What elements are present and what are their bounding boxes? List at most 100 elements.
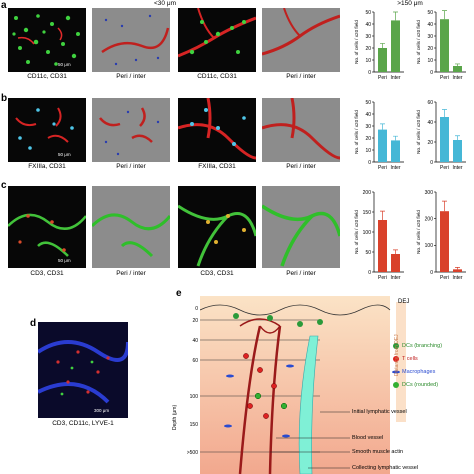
caption-c4: Peri / inter: [286, 270, 316, 277]
error-bar: [442, 109, 447, 117]
depth-tick: 40: [192, 338, 198, 344]
caption-c3: CD3, CD31: [200, 270, 234, 277]
chart-tick-label: 50: [365, 10, 371, 16]
depth-tick: 0: [195, 306, 198, 312]
legend-t-cells: T cells: [402, 356, 418, 362]
chart-tick-label: 10: [427, 58, 433, 64]
category-label: Inter: [390, 275, 400, 281]
chart-ylabel: No. of cells / x20 field: [354, 210, 359, 254]
chart-tick-label: 40: [365, 112, 371, 118]
depth-tick: 20: [192, 318, 198, 324]
depth-tick: 60: [192, 358, 198, 364]
chart-tick-label: 30: [365, 34, 371, 40]
chart-tick-label: 20: [427, 46, 433, 52]
distance-label: Distance from DEJ: [394, 334, 400, 376]
chart-tick-label: 40: [427, 22, 433, 28]
caption-b2: Peri / inter: [116, 163, 146, 170]
chart-tick-label: 0: [368, 270, 371, 276]
caption-a1: CD11c, CD31: [27, 73, 67, 80]
error-bar: [393, 249, 398, 254]
chart-tick-label: 300: [425, 190, 434, 196]
bar-chart-a2: 0 10 20 30 40 50 No. of cells / x20 field Peri I…: [416, 10, 466, 81]
label-initial-lymphatic: Initial lymphatic vessel: [352, 409, 407, 415]
error-bar: [380, 43, 385, 48]
category-label: Inter: [390, 75, 400, 81]
chart-tick-label: 60: [427, 100, 433, 106]
scale-bar-c: 50 μm: [58, 258, 71, 263]
caption-c1: CD3, CD31: [30, 270, 64, 277]
bar-inter: [391, 20, 400, 72]
micrograph-c1: 50 μm: [8, 186, 86, 268]
bar-chart-b1: 0 10 20 30 40 50 No. of cells / x20 field Peri I…: [354, 100, 404, 171]
bar-inter: [453, 140, 462, 162]
caption-a4: Peri / inter: [286, 73, 316, 80]
chart-tick-label: 200: [363, 190, 372, 196]
label-blood-vessel: Blood vessel: [352, 435, 384, 441]
micrograph-d: 300 μm: [38, 322, 128, 418]
depth-tick: >500: [186, 450, 198, 456]
panel-letter-e: e: [176, 288, 182, 299]
micrograph-b3: [178, 98, 256, 162]
chart-ylabel: No. of cells / x20 field: [354, 20, 359, 64]
chart-tick-label: 30: [427, 34, 433, 40]
bar-inter: [453, 269, 462, 272]
bar-peri: [440, 211, 449, 272]
micrograph-c4: [262, 186, 340, 268]
skin-schematic: [200, 296, 406, 474]
chart-tick-label: 100: [425, 243, 434, 249]
depth-tick: 150: [189, 422, 198, 428]
chart-tick-label: 0: [368, 70, 371, 76]
category-label: Peri: [440, 75, 449, 81]
panel-letter-d: d: [30, 318, 37, 329]
error-bar: [393, 135, 398, 141]
bar-inter: [453, 66, 462, 72]
header-small-vessels: <30 μm: [154, 0, 176, 7]
category-label: Peri: [378, 275, 387, 281]
chart-tick-label: 20: [365, 136, 371, 142]
chart-tick-label: 20: [427, 140, 433, 146]
category-label: Peri: [378, 165, 387, 171]
scale-bar-a: 50 μm: [58, 62, 71, 67]
chart-tick-label: 0: [430, 160, 433, 166]
chart-ylabel: No. of cells / x20 field: [416, 210, 421, 254]
micrograph-a3: [178, 8, 256, 72]
micrograph-c3: [178, 186, 256, 268]
micrograph-a4: [262, 8, 340, 72]
bar-chart-c2: 0 100 200 300 No. of cells / x20 field Peri In…: [416, 190, 466, 281]
error-bar: [455, 135, 460, 140]
label-collecting-lymphatic: Collecting lymphatic vessel: [352, 465, 419, 471]
micrograph-b1: 50 μm: [8, 98, 86, 162]
chart-tick-label: 50: [365, 100, 371, 106]
bar-peri: [378, 220, 387, 272]
bar-chart-a1: 0 10 20 30 40 50 No. of cells / x20 field Peri I…: [354, 10, 404, 81]
micrograph-b4: [262, 98, 340, 162]
caption-d: CD3, CD11c, LYVE-1: [52, 420, 114, 427]
scale-bar-d: 300 μm: [94, 408, 110, 413]
chart-tick-label: 0: [430, 70, 433, 76]
error-bar: [380, 210, 385, 220]
bar-inter: [391, 140, 400, 162]
chart-tick-label: 30: [365, 124, 371, 130]
chart-tick-label: 0: [368, 160, 371, 166]
chart-ylabel: No. of cells / x20 field: [416, 110, 421, 154]
legend-macrophages: Macrophages: [402, 369, 436, 375]
chart-tick-label: 50: [365, 250, 371, 256]
chart-tick-label: 50: [427, 10, 433, 16]
chart-tick-label: 100: [363, 230, 372, 236]
depth-axis-label: Depth (μm): [172, 404, 178, 430]
caption-b3: FXIIIa, CD31: [198, 163, 236, 170]
bar-peri: [378, 129, 387, 162]
chart-tick-label: 10: [365, 58, 371, 64]
category-label: Inter: [452, 75, 462, 81]
chart-tick-label: 40: [365, 22, 371, 28]
bar-chart-b2: 0 20 40 60 No. of cells / x20 field Peri Inter: [416, 100, 466, 171]
category-label: Peri: [440, 165, 449, 171]
scale-bar-b: 50 μm: [58, 152, 71, 157]
chart-tick-label: 150: [363, 210, 372, 216]
chart-tick-label: 40: [427, 120, 433, 126]
error-bar: [442, 200, 447, 212]
panel-letter-c: c: [1, 180, 7, 191]
caption-a2: Peri / inter: [116, 73, 146, 80]
panel-letter-a: a: [1, 0, 7, 11]
error-bar: [380, 123, 385, 130]
